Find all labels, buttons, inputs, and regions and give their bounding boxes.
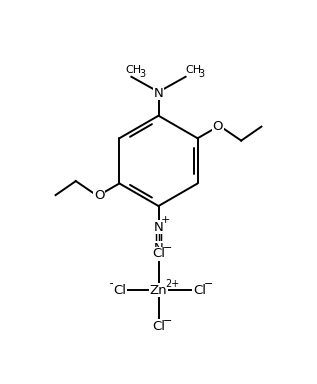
Text: Cl: Cl xyxy=(113,284,126,296)
Text: 2+: 2+ xyxy=(165,280,180,290)
Text: O: O xyxy=(94,189,104,202)
Text: −: − xyxy=(163,316,172,326)
Text: Cl: Cl xyxy=(193,284,206,296)
Text: Cl: Cl xyxy=(152,320,165,333)
Text: N: N xyxy=(154,221,163,234)
Text: 3: 3 xyxy=(139,69,145,79)
Text: −: − xyxy=(109,280,118,290)
Text: −: − xyxy=(204,280,214,290)
Text: −: − xyxy=(163,243,172,253)
Text: CH: CH xyxy=(126,65,142,75)
Text: O: O xyxy=(213,120,223,133)
Text: Cl: Cl xyxy=(152,247,165,260)
Text: Zn: Zn xyxy=(150,284,167,296)
Text: N: N xyxy=(154,242,163,255)
Text: CH: CH xyxy=(185,65,201,75)
Text: N: N xyxy=(154,87,163,100)
Text: +: + xyxy=(161,215,170,225)
Text: 3: 3 xyxy=(198,69,204,79)
